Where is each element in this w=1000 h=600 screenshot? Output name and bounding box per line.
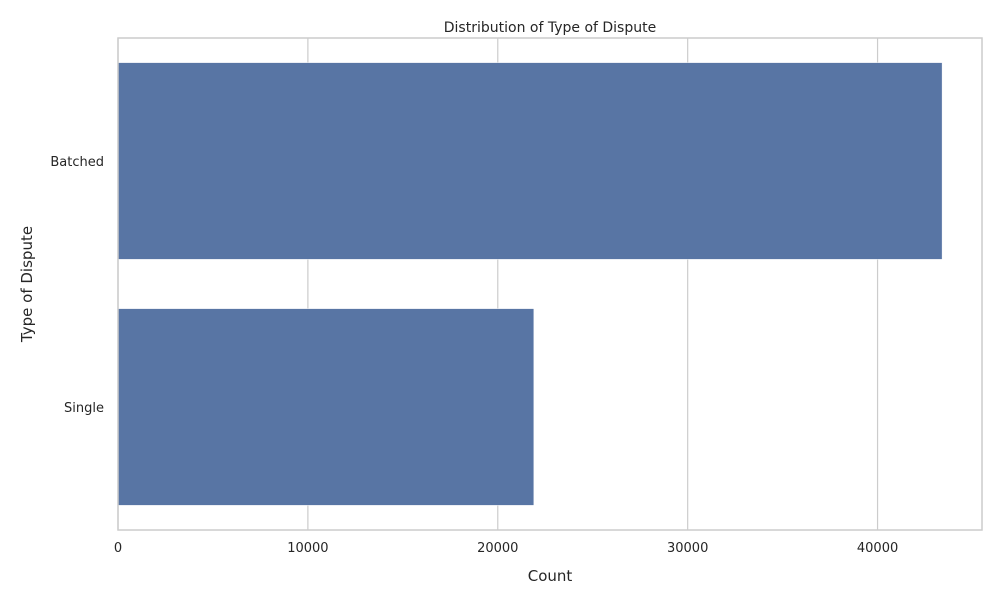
bars xyxy=(117,62,943,506)
y-axis-label: Type of Dispute xyxy=(18,226,36,343)
x-tick-label: 0 xyxy=(114,541,122,556)
y-tick-label: Batched xyxy=(50,155,104,170)
plot-frame xyxy=(117,37,983,531)
x-tick-labels: 0 10000 20000 30000 40000 xyxy=(114,541,898,556)
bar-single xyxy=(117,308,535,506)
x-tick-label: 10000 xyxy=(287,541,328,556)
y-tick-label: Single xyxy=(64,401,104,416)
y-tick-labels: Batched Single xyxy=(50,155,104,416)
x-tick-label: 30000 xyxy=(667,541,708,556)
bar-batched xyxy=(117,62,943,260)
x-tick-label: 40000 xyxy=(857,541,898,556)
chart-title: Distribution of Type of Dispute xyxy=(444,20,656,36)
x-tick-label: 20000 xyxy=(477,541,518,556)
x-axis-label: Count xyxy=(528,567,573,585)
